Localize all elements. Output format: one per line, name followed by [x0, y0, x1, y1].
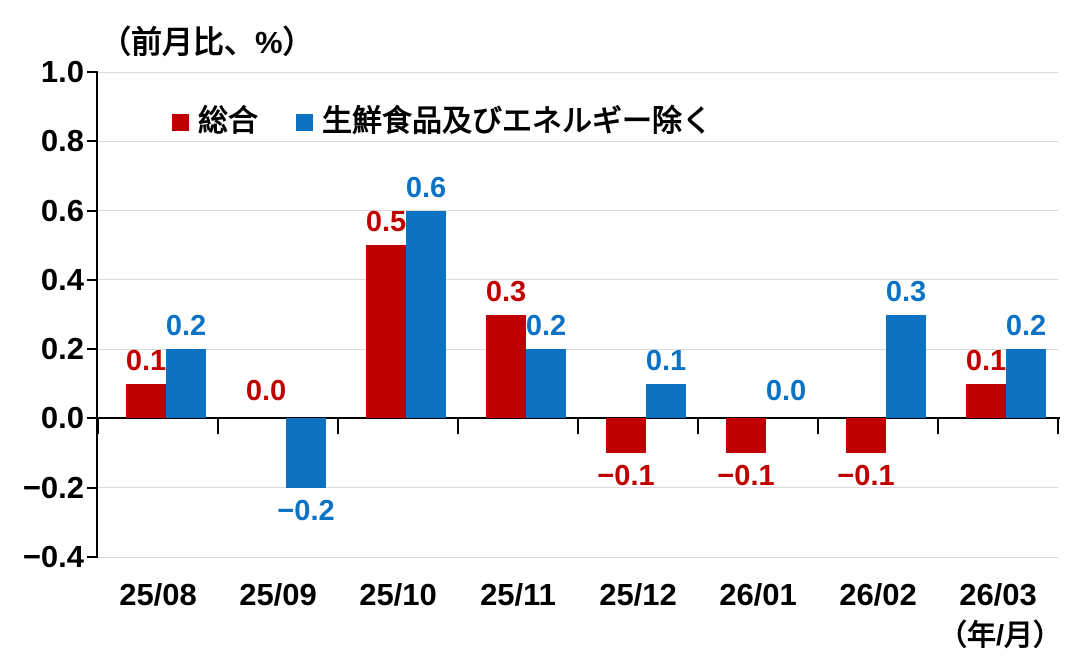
x-axis-tick: [937, 418, 939, 435]
bar-label: 0.0: [765, 375, 807, 408]
x-axis-label: 26/01: [719, 577, 797, 612]
bar-label: −0.2: [277, 494, 335, 527]
gridline: [98, 210, 1058, 212]
legend-swatch: [296, 113, 313, 131]
bar-label: 0.2: [1005, 310, 1047, 343]
x-axis-tick: [697, 418, 699, 435]
bar: [886, 314, 926, 419]
bar-label: −0.1: [597, 460, 655, 493]
x-axis-tick: [457, 418, 459, 435]
gridline: [98, 348, 1058, 350]
y-axis-tick: [87, 278, 98, 281]
bar-label: 0.2: [165, 310, 207, 343]
bar: [966, 383, 1006, 419]
bar: [1006, 349, 1046, 419]
y-axis-tick-label: 0.0: [40, 400, 84, 436]
y-axis-tick-label: 0.2: [40, 331, 84, 367]
x-axis-label: 25/08: [119, 577, 197, 612]
y-axis-tick-label: 0.8: [40, 123, 84, 159]
legend-item: 生鮮食品及びエネルギー除く: [296, 103, 712, 141]
bar: [126, 383, 166, 419]
x-axis-label: 25/10: [359, 577, 437, 612]
legend-item: 総合: [172, 103, 258, 141]
x-axis-tick: [337, 418, 339, 435]
gridline: [98, 71, 1058, 73]
x-axis-line: [98, 417, 1060, 420]
y-axis-tick: [87, 140, 98, 143]
bar: [606, 418, 646, 454]
gridline: [98, 140, 1058, 142]
y-axis-tick-label: 1.0: [40, 54, 84, 89]
x-axis-tick: [217, 418, 219, 435]
bar-label: 0.1: [645, 344, 687, 377]
x-axis-tick: [1057, 418, 1059, 435]
bar: [406, 210, 446, 419]
x-axis-label: 26/02: [839, 577, 917, 612]
y-axis-line: [96, 71, 98, 558]
bar: [286, 418, 326, 488]
bar-label: 0.6: [405, 171, 447, 204]
bar-label: −0.1: [837, 460, 895, 493]
bar-label: 0.2: [525, 310, 567, 343]
bar-label: 0.5: [365, 206, 407, 239]
bar-label: 0.3: [885, 275, 927, 308]
bar: [366, 245, 406, 419]
bar: [646, 383, 686, 419]
x-axis-unit-label: （年/月）: [937, 620, 1062, 652]
y-axis-tick: [87, 486, 98, 489]
y-axis-tick-label: 0.6: [40, 192, 84, 228]
y-axis-tick: [87, 209, 98, 212]
x-axis-label: 25/09: [239, 577, 317, 612]
chart-title: （前月比、%）: [100, 25, 314, 60]
y-axis-tick-label: 0.4: [40, 261, 84, 297]
y-axis-tick: [87, 417, 98, 420]
bar: [486, 314, 526, 419]
legend-swatch: [172, 113, 189, 131]
legend: 総合 生鮮食品及びエネルギー除く: [172, 103, 712, 141]
y-axis-tick-label: −0.2: [22, 469, 84, 505]
bar: [846, 418, 886, 454]
bar: [166, 349, 206, 419]
y-axis-tick-label: −0.4: [22, 539, 84, 574]
x-axis-tick: [577, 418, 579, 435]
bar-label: −0.1: [717, 460, 775, 493]
x-axis-label: 25/11: [480, 577, 556, 612]
x-axis-label: 25/12: [599, 577, 677, 612]
x-axis-tick: [97, 418, 99, 435]
gridline: [98, 487, 1058, 489]
x-axis-label: 26/03: [959, 577, 1037, 612]
bar-label: 0.1: [125, 344, 167, 377]
y-axis-tick: [87, 348, 98, 351]
gridline: [98, 556, 1058, 558]
legend-label: 生鮮食品及びエネルギー除く: [322, 105, 712, 138]
bar-label: 0.0: [245, 375, 287, 408]
legend-label: 総合: [198, 105, 258, 138]
gridline: [98, 279, 1058, 281]
x-axis-tick: [817, 418, 819, 435]
y-axis-tick: [87, 71, 98, 73]
bar-label: 0.3: [485, 275, 527, 308]
bar: [726, 418, 766, 454]
y-axis-tick: [87, 556, 98, 558]
bar-label: 0.1: [965, 344, 1007, 377]
bar: [526, 349, 566, 419]
